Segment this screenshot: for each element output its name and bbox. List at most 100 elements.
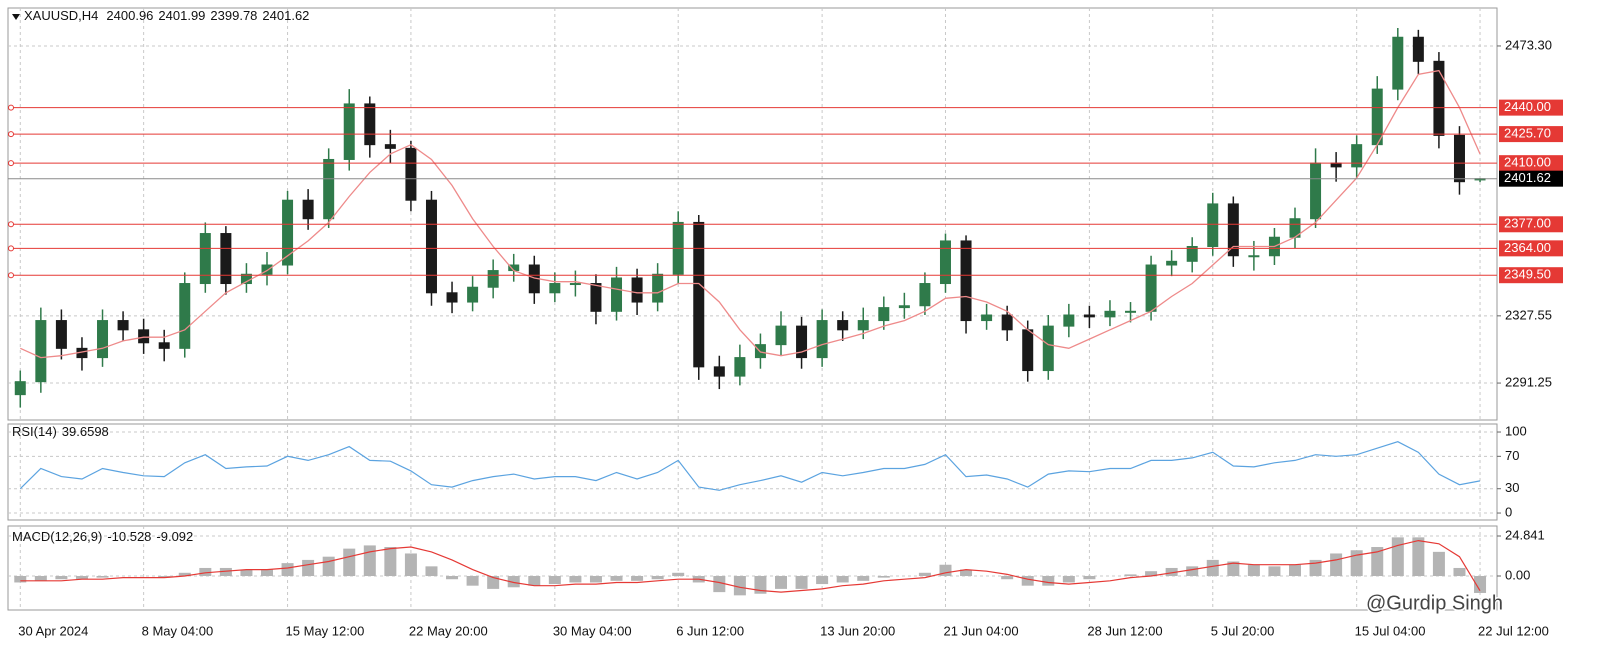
macd-bar — [302, 559, 315, 577]
macd-bar — [733, 576, 746, 596]
macd-bar — [610, 576, 623, 581]
signal-line — [20, 539, 1481, 593]
macd-bar — [528, 576, 541, 586]
candle-body — [1186, 245, 1198, 262]
macd-bar — [877, 576, 890, 578]
watermark: @Gurdip Singh — [1366, 592, 1503, 614]
candle-body — [1104, 310, 1116, 318]
level-label-box — [1499, 216, 1563, 233]
macd-bar — [96, 576, 109, 578]
candle-body — [199, 233, 211, 285]
x-tick-label: 30 Apr 2024 — [18, 623, 88, 638]
macd-bar — [1206, 559, 1219, 577]
y-tick-label: 2291.25 — [1505, 374, 1552, 389]
candle-body — [734, 357, 746, 377]
symbol-arrow — [12, 14, 20, 20]
macd-last: -10.528 — [107, 529, 151, 544]
macd-bar — [1124, 574, 1137, 577]
x-tick-label: 21 Jun 04:00 — [943, 623, 1018, 638]
y-tick-label: 0 — [1505, 504, 1512, 519]
candle-body — [1371, 88, 1383, 146]
candle-body — [97, 320, 109, 359]
level-label: 2364.00 — [1504, 240, 1551, 255]
x-tick-label: 22 May 20:00 — [409, 623, 488, 638]
candle-body — [14, 381, 26, 396]
candle-body — [55, 320, 67, 349]
candle-body — [1042, 325, 1054, 372]
candle-body — [220, 233, 232, 285]
candle-body — [1248, 255, 1260, 258]
candle-body — [138, 329, 150, 344]
macd-bar — [1165, 567, 1178, 577]
candle-body — [857, 320, 869, 331]
macd-bar — [631, 576, 644, 581]
level-handle — [8, 131, 14, 138]
macd-bar — [1412, 537, 1425, 577]
macd-bar — [1186, 566, 1199, 577]
level-label-box — [1499, 267, 1563, 284]
candle-body — [693, 221, 705, 368]
macd-bar — [158, 576, 171, 578]
macd-bar — [199, 567, 212, 577]
macd-bar — [446, 576, 459, 580]
candle-body — [261, 264, 273, 275]
level-handle — [8, 245, 14, 252]
macd-bar — [281, 563, 294, 577]
macd-bar — [404, 553, 417, 577]
macd-bar — [1062, 576, 1075, 583]
level-label: 2349.50 — [1504, 267, 1551, 282]
candle-body — [816, 320, 828, 359]
macd-bar — [1474, 576, 1487, 593]
y-tick-label: 2327.55 — [1505, 307, 1552, 322]
candle-body — [343, 103, 355, 160]
macd-bar — [466, 576, 479, 586]
macd-bar — [425, 566, 438, 577]
macd-bar — [219, 567, 232, 577]
level-handle — [8, 221, 14, 228]
candle-body — [1166, 260, 1178, 266]
candle-body — [878, 307, 890, 322]
price-header: XAUUSD,H4 2400.96 2401.99 2399.78 2401.62 — [24, 8, 309, 23]
candle-body — [446, 292, 458, 303]
level-handle — [8, 272, 14, 279]
macd-bar — [775, 576, 787, 589]
candle-body — [796, 325, 808, 359]
candle-body — [1145, 264, 1157, 312]
macd-bar — [1432, 551, 1445, 577]
level-label: 2377.00 — [1504, 216, 1551, 231]
macd-bar — [384, 547, 397, 577]
macd-bar — [960, 569, 973, 577]
y-tick-label: 100 — [1505, 423, 1527, 438]
candle-body — [1351, 144, 1363, 168]
candle-body — [939, 240, 951, 285]
x-tick-label: 5 Jul 20:00 — [1211, 623, 1275, 638]
macd-bar — [178, 572, 191, 577]
candle-body — [837, 320, 849, 331]
macd-bar — [857, 576, 870, 581]
macd-bar — [34, 576, 47, 581]
level-label: 2410.00 — [1504, 155, 1551, 170]
current-price-box — [1499, 170, 1563, 187]
level-label: 2425.70 — [1504, 126, 1551, 141]
macd-bar — [918, 572, 931, 577]
level-label-box — [1499, 99, 1563, 116]
macd-bar — [240, 569, 253, 577]
candle-body — [1310, 162, 1322, 220]
candle-body — [1412, 36, 1424, 62]
macd-bar — [754, 576, 767, 594]
macd-bar — [816, 576, 829, 585]
candle-body — [117, 320, 129, 331]
macd-bar — [1247, 564, 1260, 577]
candle-body — [1330, 162, 1342, 168]
header-close: 2401.62 — [262, 8, 309, 23]
candle-body — [549, 283, 561, 294]
x-tick-label: 22 Jul 12:00 — [1478, 623, 1549, 638]
x-tick-label: 13 Jun 20:00 — [820, 623, 895, 638]
y-tick-label: 24.841 — [1505, 527, 1545, 542]
level-label: 2440.00 — [1504, 99, 1551, 114]
rsi-last: 39.6598 — [62, 424, 109, 439]
x-tick-label: 15 Jul 04:00 — [1355, 623, 1426, 638]
macd-bar — [343, 548, 356, 577]
moving-average — [20, 69, 1481, 359]
